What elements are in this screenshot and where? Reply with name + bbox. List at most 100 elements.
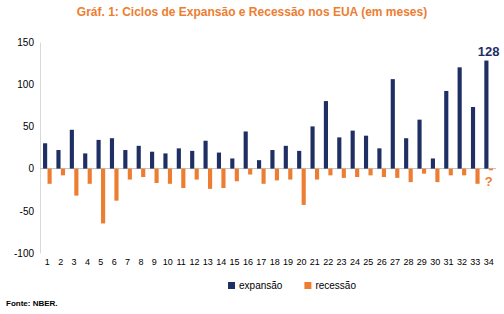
bar xyxy=(195,169,199,180)
legend-label: recessão xyxy=(315,280,356,291)
bar xyxy=(190,151,194,169)
zero-line xyxy=(40,168,496,169)
bar xyxy=(391,79,395,168)
bar xyxy=(48,169,52,184)
source: Fonte: NBER. xyxy=(6,299,58,308)
x-tick-label: 33 xyxy=(470,257,480,267)
x-tick-label: 9 xyxy=(152,257,157,267)
x-tick-label: 11 xyxy=(176,257,185,267)
bar xyxy=(417,120,421,169)
x-tick: 2 xyxy=(58,253,63,267)
x-tick-label: 1 xyxy=(45,257,50,267)
x-tick-label: 28 xyxy=(403,257,413,267)
bar xyxy=(88,169,92,184)
y-tick-label: -100 xyxy=(14,248,34,259)
x-tick-label: 20 xyxy=(296,257,306,267)
series-bars xyxy=(43,61,488,169)
x-tick: 31 xyxy=(444,253,454,267)
bar xyxy=(475,169,479,184)
x-tick-label: 13 xyxy=(203,257,213,267)
annotation: ? xyxy=(485,174,493,189)
bar xyxy=(181,169,185,188)
x-tick: 20 xyxy=(296,253,306,267)
title: Gráf. 1: Ciclos de Expansão e Recessão n… xyxy=(77,5,427,19)
y-tick: -100 xyxy=(14,248,40,259)
x-tick: 16 xyxy=(243,253,253,267)
x-tick: 1 xyxy=(45,253,50,267)
x-tick: 6 xyxy=(112,253,117,267)
x-tick-label: 2 xyxy=(58,257,63,267)
x-tick: 7 xyxy=(125,253,130,267)
bar xyxy=(97,140,101,169)
x-tick: 25 xyxy=(363,253,373,267)
y-tick-label: 0 xyxy=(28,163,34,174)
bar xyxy=(74,169,78,196)
y-tick: 150 xyxy=(17,37,40,48)
x-tick: 32 xyxy=(457,253,467,267)
bar xyxy=(70,130,74,169)
x-tick-label: 15 xyxy=(230,257,240,267)
bar xyxy=(462,169,466,176)
bar xyxy=(56,150,60,169)
x-tick: 17 xyxy=(256,253,266,267)
bar xyxy=(217,153,221,169)
x-tick: 27 xyxy=(390,253,400,267)
x-tick: 18 xyxy=(270,253,280,267)
x-tick-label: 18 xyxy=(270,257,280,267)
x-axis: 1234567891011121314151617181920212223242… xyxy=(45,253,494,267)
bar xyxy=(43,143,47,168)
y-tick: 100 xyxy=(17,79,40,90)
bar xyxy=(297,151,301,169)
chart: Gráf. 1: Ciclos de Expansão e Recessão n… xyxy=(0,0,504,314)
x-tick: 23 xyxy=(337,253,347,267)
bar xyxy=(150,152,154,169)
x-tick-label: 24 xyxy=(350,257,360,267)
x-tick-label: 3 xyxy=(72,257,77,267)
x-tick: 3 xyxy=(72,253,77,267)
bar xyxy=(163,153,167,168)
x-tick-label: 26 xyxy=(377,257,387,267)
bar xyxy=(141,169,145,177)
bar xyxy=(395,169,399,178)
bar xyxy=(270,150,274,169)
bar xyxy=(110,138,114,168)
bar xyxy=(324,101,328,169)
bar xyxy=(83,153,87,168)
bar xyxy=(302,169,306,205)
legend-label: expansão xyxy=(239,280,283,291)
annotation: 128 xyxy=(478,44,500,59)
bar xyxy=(422,169,426,174)
series-bars xyxy=(48,169,493,224)
bar xyxy=(244,131,248,168)
bar xyxy=(101,169,105,224)
bar xyxy=(204,141,208,169)
legend-swatch xyxy=(228,282,235,289)
bar xyxy=(404,138,408,168)
bar xyxy=(155,169,159,183)
bar xyxy=(137,146,141,169)
bar xyxy=(409,169,413,183)
y-axis: -100-50050100150 xyxy=(14,37,41,259)
x-tick: 21 xyxy=(310,253,320,267)
x-tick: 34 xyxy=(484,253,494,267)
legend-item: expansão xyxy=(228,280,283,291)
bar xyxy=(484,61,488,169)
bars xyxy=(43,61,493,224)
bar xyxy=(351,131,355,169)
y-tick-label: 100 xyxy=(17,79,34,90)
y-axis-line xyxy=(40,43,41,254)
x-tick-label: 29 xyxy=(417,257,427,267)
bar xyxy=(471,107,475,169)
bar xyxy=(337,137,341,168)
bar xyxy=(382,169,386,177)
bar xyxy=(368,169,372,176)
x-tick-label: 6 xyxy=(112,257,117,267)
x-tick-label: 16 xyxy=(243,257,253,267)
bar xyxy=(355,169,359,177)
x-tick: 28 xyxy=(403,253,413,267)
x-tick: 4 xyxy=(85,253,90,267)
bar xyxy=(377,148,381,168)
bar xyxy=(431,158,435,168)
x-tick: 24 xyxy=(350,253,360,267)
bar xyxy=(221,169,225,188)
